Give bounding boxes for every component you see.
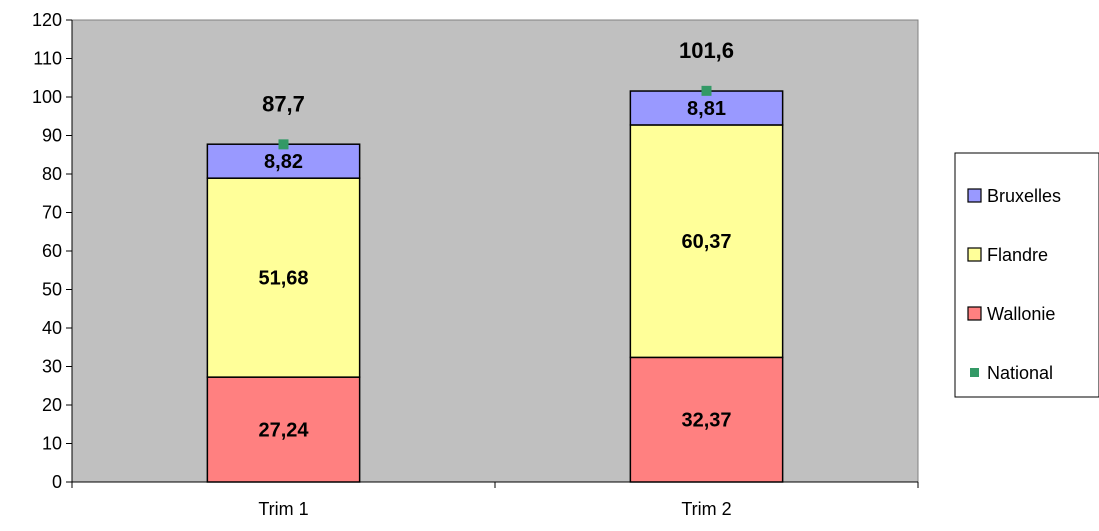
national-marker — [278, 139, 289, 150]
legend-label-flandre: Flandre — [987, 245, 1048, 265]
national-marker — [701, 85, 712, 96]
bar-segment-bruxelles — [629, 90, 784, 126]
y-tick-label: 60 — [42, 241, 62, 261]
bars: 27,24 51,68 8,82 32,37 60,37 8,81 — [206, 90, 784, 483]
y-tick-label: 80 — [42, 164, 62, 184]
legend-label-wallonie: Wallonie — [987, 304, 1055, 324]
national-label: 87,7 — [262, 91, 305, 116]
y-tick-label: 110 — [33, 49, 62, 69]
legend: Bruxelles Flandre Wallonie National — [954, 152, 1099, 398]
y-tick-label: 40 — [42, 318, 62, 338]
y-tick-label: 20 — [42, 395, 62, 415]
data-label-bruxelles: 8,81 — [687, 98, 726, 120]
data-label-wallonie: 32,37 — [681, 410, 731, 432]
y-tick-label: 90 — [42, 126, 62, 146]
legend-swatch-wallonie — [967, 306, 982, 321]
legend-swatch-national — [970, 368, 979, 377]
y-tick-label: 120 — [32, 10, 62, 30]
markers: 87,7 101,6 — [262, 38, 734, 150]
data-label-bruxelles: 8,82 — [264, 151, 303, 173]
legend-swatch-flandre — [967, 247, 982, 262]
legend-swatch-bruxelles — [967, 188, 982, 203]
plot-area — [71, 19, 919, 483]
y-tick-label: 70 — [42, 203, 62, 223]
data-label-wallonie: 27,24 — [258, 420, 309, 442]
y-axis: 0 10 20 30 40 50 60 70 80 90 100 110 120 — [32, 10, 73, 492]
legend-label-national: National — [987, 363, 1053, 383]
bar-segment-flandre — [629, 124, 784, 359]
y-tick-label: 10 — [42, 434, 62, 454]
national-label: 101,6 — [679, 38, 734, 63]
y-tick-label: 30 — [42, 357, 62, 377]
bar-segment-wallonie — [206, 376, 361, 483]
y-tick-label: 100 — [32, 87, 62, 107]
y-tick-label: 50 — [42, 280, 62, 300]
x-tick-label: Trim 2 — [681, 499, 731, 519]
data-label-flandre: 51,68 — [258, 268, 308, 290]
bar-segment-bruxelles — [206, 143, 361, 179]
legend-label-bruxelles: Bruxelles — [987, 186, 1061, 206]
x-axis: Trim 1 Trim 2 — [71, 481, 919, 519]
x-tick-label: Trim 1 — [258, 499, 308, 519]
data-label-flandre: 60,37 — [681, 231, 731, 253]
y-tick-label: 0 — [52, 472, 62, 492]
bar-segment-flandre — [206, 177, 361, 378]
